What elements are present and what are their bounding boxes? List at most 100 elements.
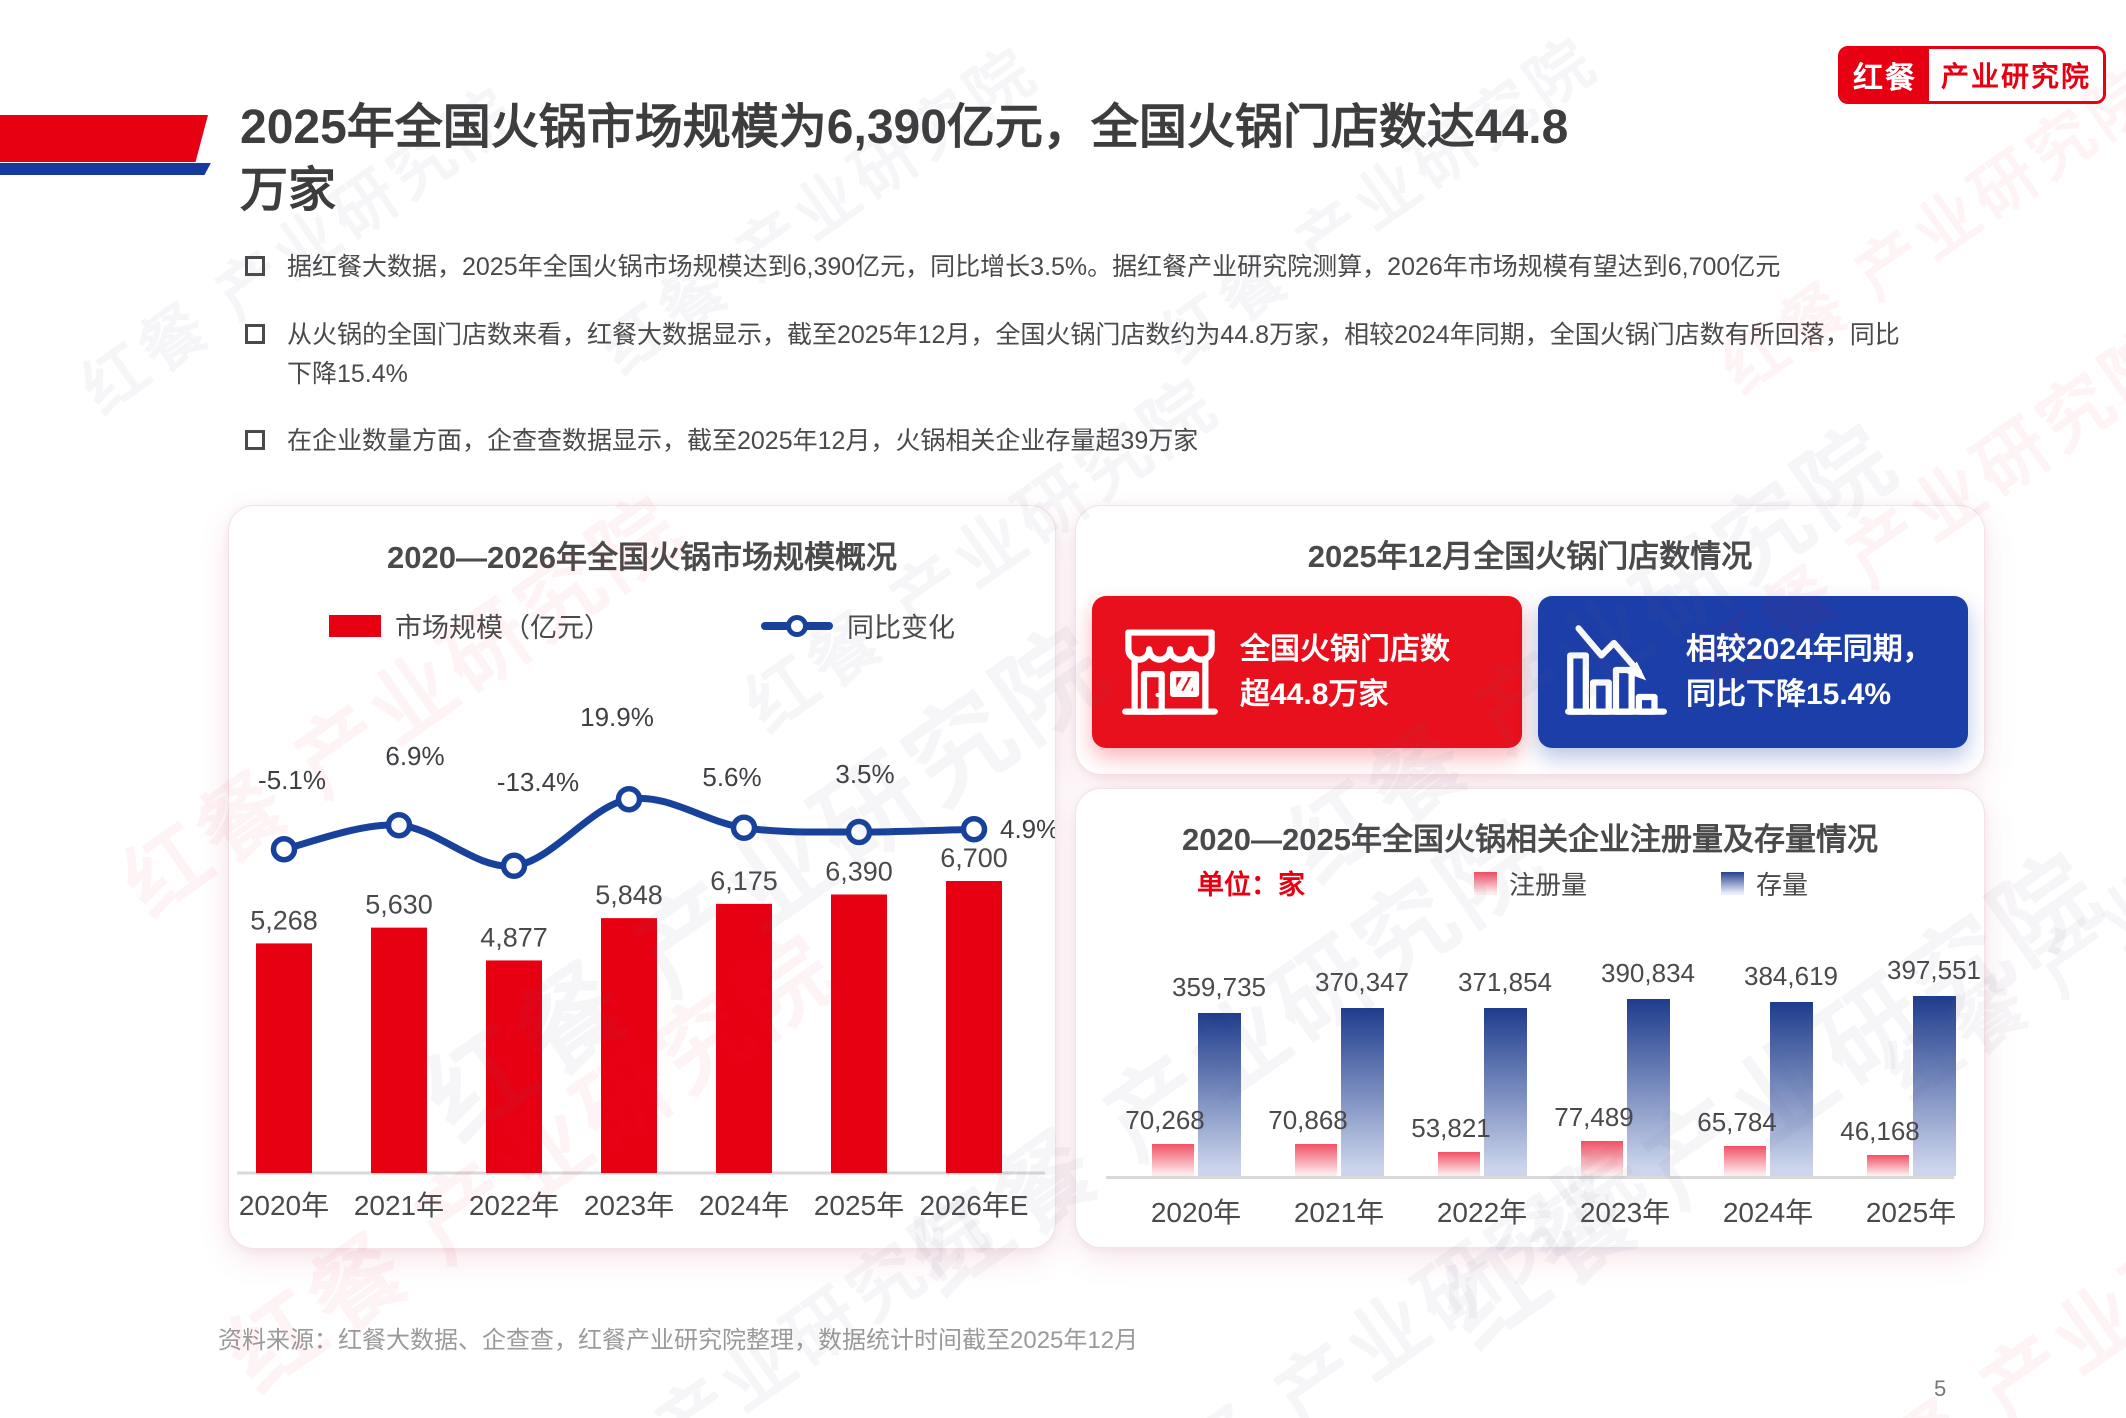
pct-label: -13.4% [497,767,579,797]
companies-panel: 2020—2025年全国火锅相关企业注册量及存量情况 单位：家 注册量 存量 7… [1075,788,1985,1248]
title-accent-red-shape [0,115,208,162]
companies-bar-chart: 70,268 359,735 2020年 70,868 370,347 2021年 53,8… [1106,946,1981,1228]
unit-label: 单位：家 [1197,870,1305,900]
market-chart-title: 2020—2026年全国火锅市场规模概况 [387,540,897,575]
bar-legend-swatch [329,614,381,637]
market-size-panel: 2020—2026年全国火锅市场规模概况 市场规模（亿元） 同比变化 5,268… [228,505,1059,1249]
line-point [615,785,643,813]
bullet-square-icon [245,430,265,451]
stock-bar [1913,996,1956,1176]
registrations-value-label: 53,821 [1411,1112,1491,1143]
legend-item-registrations: 注册量 [1474,865,1587,902]
registrations-value-label: 70,268 [1125,1105,1205,1136]
legend-label: 市场规模（亿元） [395,613,611,643]
legend-label: 注册量 [1509,870,1588,900]
companies-chart-legend-row: 单位：家 注册量 存量 [1076,863,1984,900]
market-bar [716,903,772,1173]
page-title-line1: 2025年全国火锅市场规模为6,390亿元，全国火锅门店数达44.8 [240,101,1569,154]
registrations-legend-swatch [1474,872,1497,895]
x-axis-label: 2024年 [699,1190,789,1221]
bar-value-label: 6,175 [710,866,778,896]
summary-bullets: 据红餐大数据，2025年全国火锅市场规模达到6,390亿元，同比增长3.5%。据… [245,248,1905,490]
pct-label: 3.5% [835,759,894,789]
bar-value-label: 6,700 [940,843,1008,873]
line-legend-marker [761,614,833,638]
registrations-value-label: 77,489 [1554,1101,1634,1132]
stock-bar [1484,1007,1527,1176]
bullet-square-icon [245,323,265,344]
bullet-item-1: 据红餐大数据，2025年全国火锅市场规模达到6,390亿元，同比增长3.5%。据… [245,248,1905,287]
stock-legend-swatch [1721,872,1744,895]
store-decline-card: 相较2024年同期， 同比下降15.4% [1538,596,1968,748]
stock-value-label: 370,347 [1315,967,1409,998]
market-chart-svg: 5,268 2020年 5,630 2021年 4,877 2022年 5,848 2023年… [237,702,1059,1221]
pct-label: 19.9% [580,702,654,732]
x-axis-label: 2021年 [354,1190,444,1221]
x-axis-label: 2025年 [814,1190,904,1221]
market-bar [256,943,312,1173]
legend-item-stock: 存量 [1721,865,1808,902]
x-axis-label: 2023年 [584,1190,674,1221]
market-bar [486,960,542,1173]
bullet-text: 在企业数量方面，企查查数据显示，截至2025年12月，火锅相关企业存量超39万家 [287,427,1199,456]
legend-item-market-scale: 市场规模（亿元） [329,606,611,645]
store-count-text: 全国火锅门店数 超44.8万家 [1240,633,1450,711]
page-number: 5 [1934,1376,1947,1401]
stock-bar [1770,1001,1813,1176]
registrations-value-label: 65,784 [1697,1107,1777,1138]
x-axis-label: 2026年E [920,1190,1029,1221]
x-axis-label: 2022年 [1436,1197,1528,1228]
x-axis-label: 2025年 [1865,1197,1957,1228]
line-point [960,815,988,843]
title-accent-blue-shape [0,163,211,175]
x-axis-label: 2023年 [1579,1197,1671,1228]
market-bar [601,918,657,1173]
stock-bar [1198,1013,1241,1176]
bar-value-label: 5,630 [365,890,433,920]
legend-label: 存量 [1756,870,1809,900]
stock-value-label: 359,735 [1172,972,1266,1003]
companies-chart-title: 2020—2025年全国火锅相关企业注册量及存量情况 [1182,822,1878,857]
page-title-line2: 万家 [240,164,337,218]
bar-value-label: 6,390 [825,857,893,887]
line-point [270,835,298,863]
bullet-text: 从火锅的全国门店数来看，红餐大数据显示，截至2025年12月，全国火锅门店数约为… [287,320,1900,388]
bullet-item-2: 从火锅的全国门店数来看，红餐大数据显示，截至2025年12月，全国火锅门店数约为… [245,316,1905,394]
store-panel-title: 2025年12月全国火锅门店数情况 [1307,539,1753,574]
registrations-bar [1867,1155,1909,1176]
market-bar [946,881,1002,1173]
bullet-text: 据红餐大数据，2025年全国火锅市场规模达到6,390亿元，同比增长3.5%。据… [287,253,1781,281]
stock-value-label: 371,854 [1458,966,1552,997]
pct-label: 6.9% [385,741,444,771]
x-axis-label: 2020年 [239,1190,329,1221]
bullet-square-icon [245,256,265,276]
stock-bar [1627,999,1670,1176]
x-axis-label: 2021年 [1293,1197,1385,1228]
line-point [385,811,413,839]
bar-value-label: 4,877 [480,922,548,952]
registrations-value-label: 70,868 [1268,1104,1348,1135]
store-decline-text: 相较2024年同期， 同比下降15.4% [1686,633,1933,711]
registrations-bar [1438,1151,1480,1176]
market-combo-chart: 5,268 2020年 5,630 2021年 4,877 2022年 5,848 2023年… [229,656,1059,1236]
pct-label: -5.1% [258,765,326,795]
bar-value-label: 5,268 [250,905,318,935]
bullet-item-3: 在企业数量方面，企查查数据显示，截至2025年12月，火锅相关企业存量超39万家 [245,422,1905,461]
brand-logo: 红餐 产业研究院 [1838,46,2107,104]
x-axis-label: 2020年 [1150,1197,1242,1228]
registrations-value-label: 46,168 [1840,1116,1920,1147]
registrations-bar [1581,1140,1623,1176]
legend-item-yoy-change: 同比变化 [761,606,955,645]
pct-label: 4.9% [1000,814,1055,844]
logo-brand-text: 红餐 [1841,49,1929,101]
source-note: 资料来源：红餐大数据、企查查，红餐产业研究院整理，数据统计时间截至2025年12… [218,1327,1139,1354]
market-bar [831,894,887,1173]
legend-label: 同比变化 [847,613,955,643]
bar-value-label: 5,848 [595,880,663,910]
market-bar [371,927,427,1173]
page-title: 2025年全国火锅市场规模为6,390亿元，全国火锅门店数达44.8 万家 [240,96,1860,223]
registrations-bar [1152,1144,1194,1176]
x-axis-label: 2022年 [469,1190,559,1221]
registrations-bar [1724,1146,1766,1176]
